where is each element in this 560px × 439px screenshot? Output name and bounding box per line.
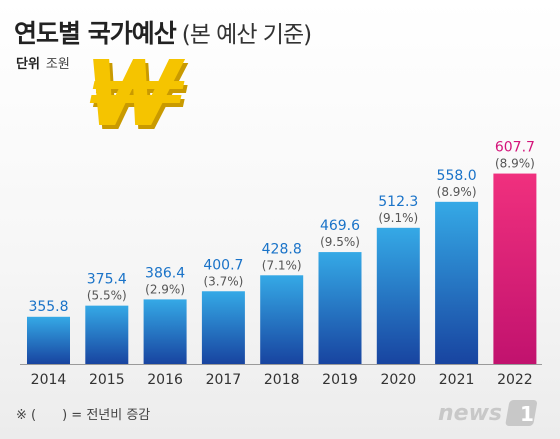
change-label-2021: (8.9%)	[437, 185, 477, 199]
title-text: 연도별 국가예산	[14, 19, 177, 48]
value-label-2014: 355.8	[28, 299, 68, 315]
x-tick-2020: 2020	[380, 372, 416, 388]
change-label-2022: (8.9%)	[495, 157, 535, 171]
value-label-2018: 428.8	[262, 241, 302, 257]
bar-2021	[435, 201, 479, 364]
bar-2018	[260, 275, 304, 364]
change-label-2020: (9.1%)	[378, 211, 418, 225]
svg-text:1: 1	[520, 402, 534, 426]
news1-logo: news 1	[438, 400, 538, 426]
bar-2017	[201, 291, 245, 364]
chart-title: 연도별 국가예산 (본 예산 기준)	[14, 14, 312, 50]
value-label-2017: 400.7	[203, 257, 243, 273]
x-tick-2021: 2021	[439, 372, 475, 388]
change-label-2018: (7.1%)	[262, 258, 302, 272]
bar-2022	[493, 173, 537, 364]
value-label-2022: 607.7	[495, 140, 535, 156]
change-label-2015: (5.5%)	[87, 289, 127, 303]
change-label-2017: (3.7%)	[203, 274, 243, 288]
unit-note: 단위 조원	[16, 53, 70, 72]
footnote: ※ ( ) = 전년비 증감	[16, 408, 151, 423]
x-tick-2018: 2018	[264, 372, 300, 388]
value-label-2021: 558.0	[437, 168, 477, 184]
x-tick-2019: 2019	[322, 372, 358, 388]
x-tick-2022: 2022	[497, 372, 533, 388]
subtitle-text: (본 예산 기준)	[181, 22, 312, 48]
svg-text:news: news	[438, 401, 502, 426]
bar-2016	[143, 299, 187, 364]
x-tick-2014: 2014	[31, 372, 67, 388]
change-label-2016: (2.9%)	[145, 282, 185, 296]
value-label-2019: 469.6	[320, 218, 360, 234]
unit-value: 조원	[45, 57, 70, 72]
change-label-2019: (9.5%)	[320, 235, 360, 249]
x-tick-2017: 2017	[206, 372, 242, 388]
value-label-2015: 375.4	[87, 272, 127, 288]
value-label-2020: 512.3	[378, 194, 418, 210]
bar-2014	[27, 316, 70, 364]
x-tick-2015: 2015	[89, 372, 125, 388]
won-sign-icon	[89, 59, 189, 129]
bar-2020	[376, 227, 420, 364]
bar-2019	[318, 252, 362, 364]
value-label-2016: 386.4	[145, 265, 185, 281]
bar-2015	[85, 305, 129, 364]
unit-label: 단위	[16, 57, 40, 72]
x-tick-2016: 2016	[147, 372, 183, 388]
